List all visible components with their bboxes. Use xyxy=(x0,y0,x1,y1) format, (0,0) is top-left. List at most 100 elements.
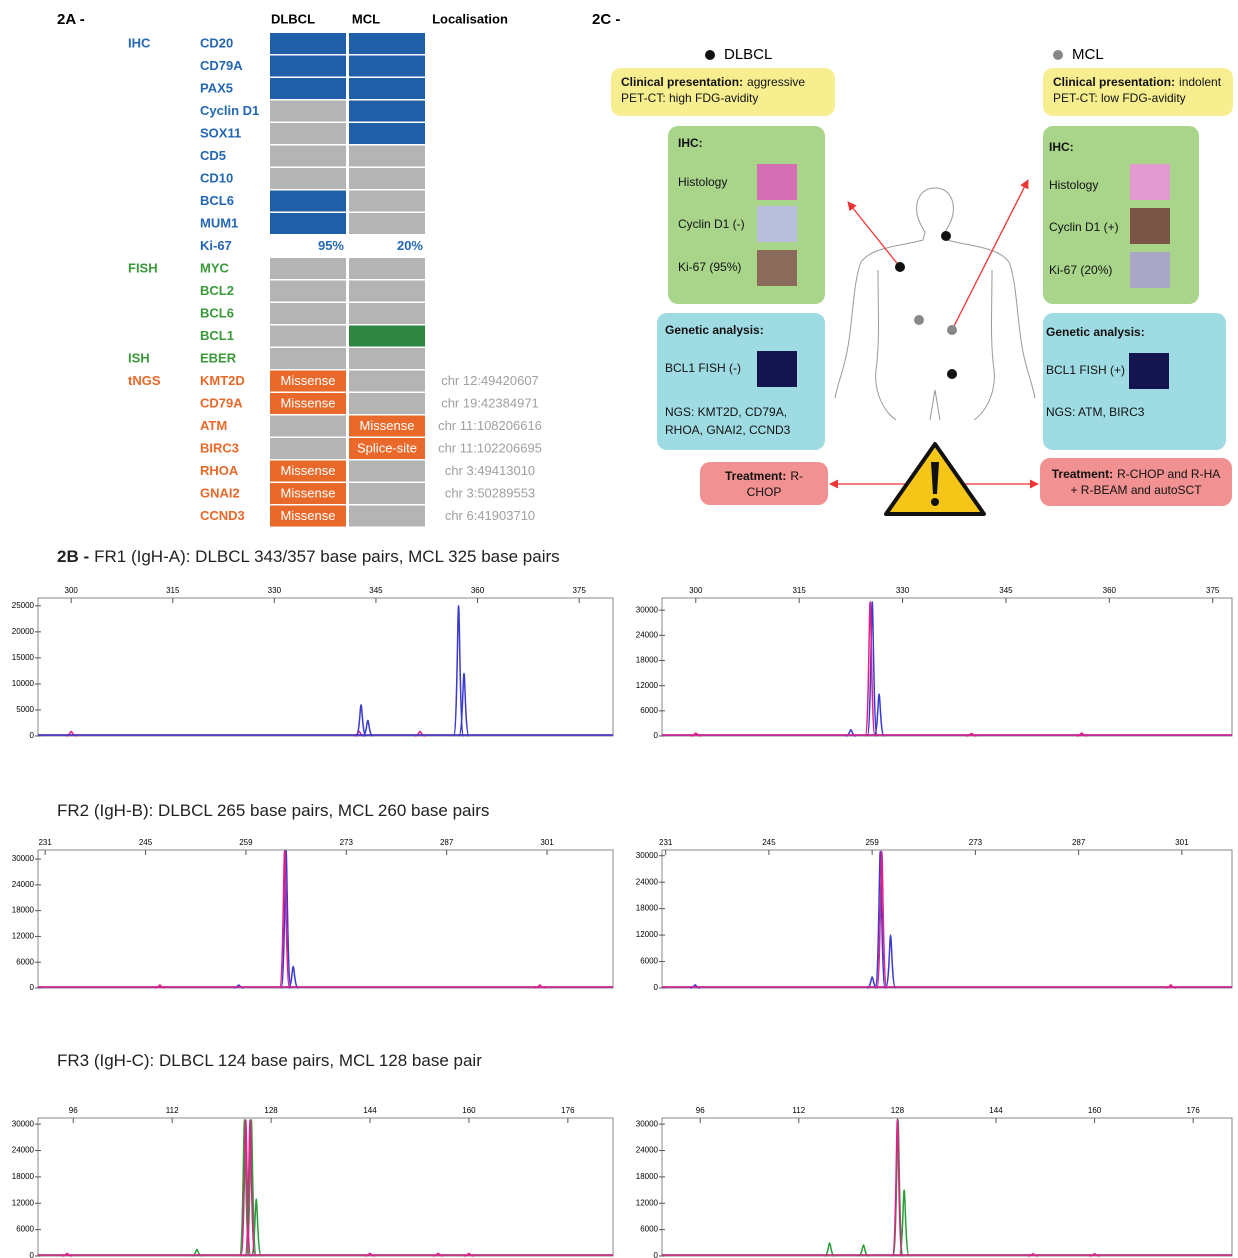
ihc-item: Ki-67 (95%) xyxy=(678,260,741,274)
cell-label: Missense xyxy=(281,463,336,478)
x-tick-label: 112 xyxy=(792,1106,805,1115)
x-tick-label: 345 xyxy=(369,586,383,595)
peak xyxy=(886,935,896,988)
traces xyxy=(38,1120,613,1256)
localisation: chr 3:49413010 xyxy=(445,463,535,478)
cell xyxy=(349,506,425,527)
cell xyxy=(270,101,346,122)
cell xyxy=(349,258,425,279)
text: indolent xyxy=(1179,75,1221,89)
plot-frame xyxy=(662,1118,1232,1256)
marker-label: CD79A xyxy=(200,395,243,410)
y-tick-label: 24000 xyxy=(12,880,35,889)
image xyxy=(1130,164,1170,200)
marker-label: Cyclin D1 xyxy=(200,103,259,118)
caption: FR3 (IgH-C): DLBCL 124 base pairs, MCL 1… xyxy=(57,1051,482,1070)
y-tick-label: 24000 xyxy=(636,630,659,639)
peak xyxy=(356,705,366,736)
cell-label: 20% xyxy=(397,238,423,253)
x-tick-label: 330 xyxy=(268,586,282,595)
y-tick-label: 6000 xyxy=(640,1225,658,1234)
cell xyxy=(349,326,425,347)
y-tick-label: 12000 xyxy=(636,930,659,939)
ihc-item: Ki-67 (20%) xyxy=(1049,263,1112,277)
y-tick-label: 12000 xyxy=(12,1198,35,1207)
plot-frame xyxy=(38,1118,613,1256)
y-tick-label: 18000 xyxy=(636,656,659,665)
y-tick-label: 12000 xyxy=(636,681,659,690)
cell xyxy=(349,461,425,482)
cell-label: Missense xyxy=(281,373,336,388)
site-dot xyxy=(947,369,957,379)
x-tick-label: 144 xyxy=(363,1106,377,1115)
x-tick-label: 330 xyxy=(896,586,910,595)
arrow xyxy=(952,180,1028,330)
plot-frame xyxy=(662,850,1232,988)
traces xyxy=(38,850,613,988)
x-tick-label: 287 xyxy=(440,838,454,847)
x-tick-label: 259 xyxy=(239,838,253,847)
y-tick-label: 15000 xyxy=(12,653,35,662)
localisation: chr 11:102206695 xyxy=(438,440,542,455)
fish-text: BCL1 FISH (-) xyxy=(665,361,741,375)
x-tick-label: 176 xyxy=(561,1106,575,1115)
cell xyxy=(270,168,346,189)
y-tick-label: 0 xyxy=(30,983,35,992)
y-tick-label: 25000 xyxy=(12,601,35,610)
presentation-box: Clinical presentation:indolentPET-CT: lo… xyxy=(1043,68,1233,116)
cell xyxy=(349,348,425,369)
x-tick-label: 245 xyxy=(762,838,776,847)
marker-label: Ki-67 xyxy=(200,238,232,253)
marker-label: MUM1 xyxy=(200,215,238,230)
cell xyxy=(349,483,425,504)
cell-label: Splice-site xyxy=(357,440,417,455)
ihc-item: Cyclin D1 (-) xyxy=(678,217,745,231)
treatment-box: Treatment:R-CHOP and R-HA + R-BEAM and a… xyxy=(1040,458,1232,506)
cell xyxy=(349,281,425,302)
group-label: tNGS xyxy=(128,373,161,388)
column-header: DLBCL xyxy=(271,11,315,26)
y-tick-label: 12000 xyxy=(12,932,35,941)
y-tick-label: 30000 xyxy=(12,1119,35,1128)
arrow xyxy=(848,202,900,267)
cell xyxy=(270,191,346,212)
x-tick-label: 160 xyxy=(462,1106,476,1115)
cell xyxy=(349,123,425,144)
marker-label: EBER xyxy=(200,350,237,365)
box-title: IHC: xyxy=(678,136,703,150)
x-tick-label: 301 xyxy=(1175,838,1189,847)
box-title: Genetic analysis: xyxy=(665,323,764,337)
plot-frame xyxy=(38,850,613,988)
cell xyxy=(270,33,346,54)
marker-label: KMT2D xyxy=(200,373,245,388)
cell-label: 95% xyxy=(318,238,344,253)
y-tick-label: 10000 xyxy=(12,679,35,688)
cell xyxy=(270,258,346,279)
cell xyxy=(270,56,346,77)
y-tick-label: 6000 xyxy=(640,957,658,966)
cell xyxy=(349,56,425,77)
box-title: Genetic analysis: xyxy=(1046,325,1145,339)
label: Clinical presentation: xyxy=(621,75,743,89)
y-tick-label: 0 xyxy=(30,731,35,740)
image xyxy=(757,250,797,286)
label: Clinical presentation: xyxy=(1053,75,1175,89)
localisation: chr 6:41903710 xyxy=(445,508,535,523)
y-tick-label: 12000 xyxy=(636,1198,659,1207)
y-tick-label: 24000 xyxy=(636,1146,659,1155)
fish-text: BCL1 FISH (+) xyxy=(1046,363,1125,377)
traces xyxy=(662,602,1232,736)
peak xyxy=(892,1120,902,1256)
marker-label: BCL6 xyxy=(200,305,234,320)
plot-frame xyxy=(38,598,613,736)
genetic-box: Genetic analysis: BCL1 FISH (-) NGS: KMT… xyxy=(657,313,825,450)
x-tick-label: 96 xyxy=(696,1106,705,1115)
x-tick-label: 345 xyxy=(999,586,1013,595)
y-tick-label: 0 xyxy=(654,983,659,992)
cell-label: Missense xyxy=(281,508,336,523)
y-tick-label: 0 xyxy=(30,1251,35,1258)
ihc-item: Histology xyxy=(678,175,727,189)
site-dot xyxy=(941,231,951,241)
x-tick-label: 231 xyxy=(38,838,52,847)
y-tick-label: 18000 xyxy=(12,906,35,915)
